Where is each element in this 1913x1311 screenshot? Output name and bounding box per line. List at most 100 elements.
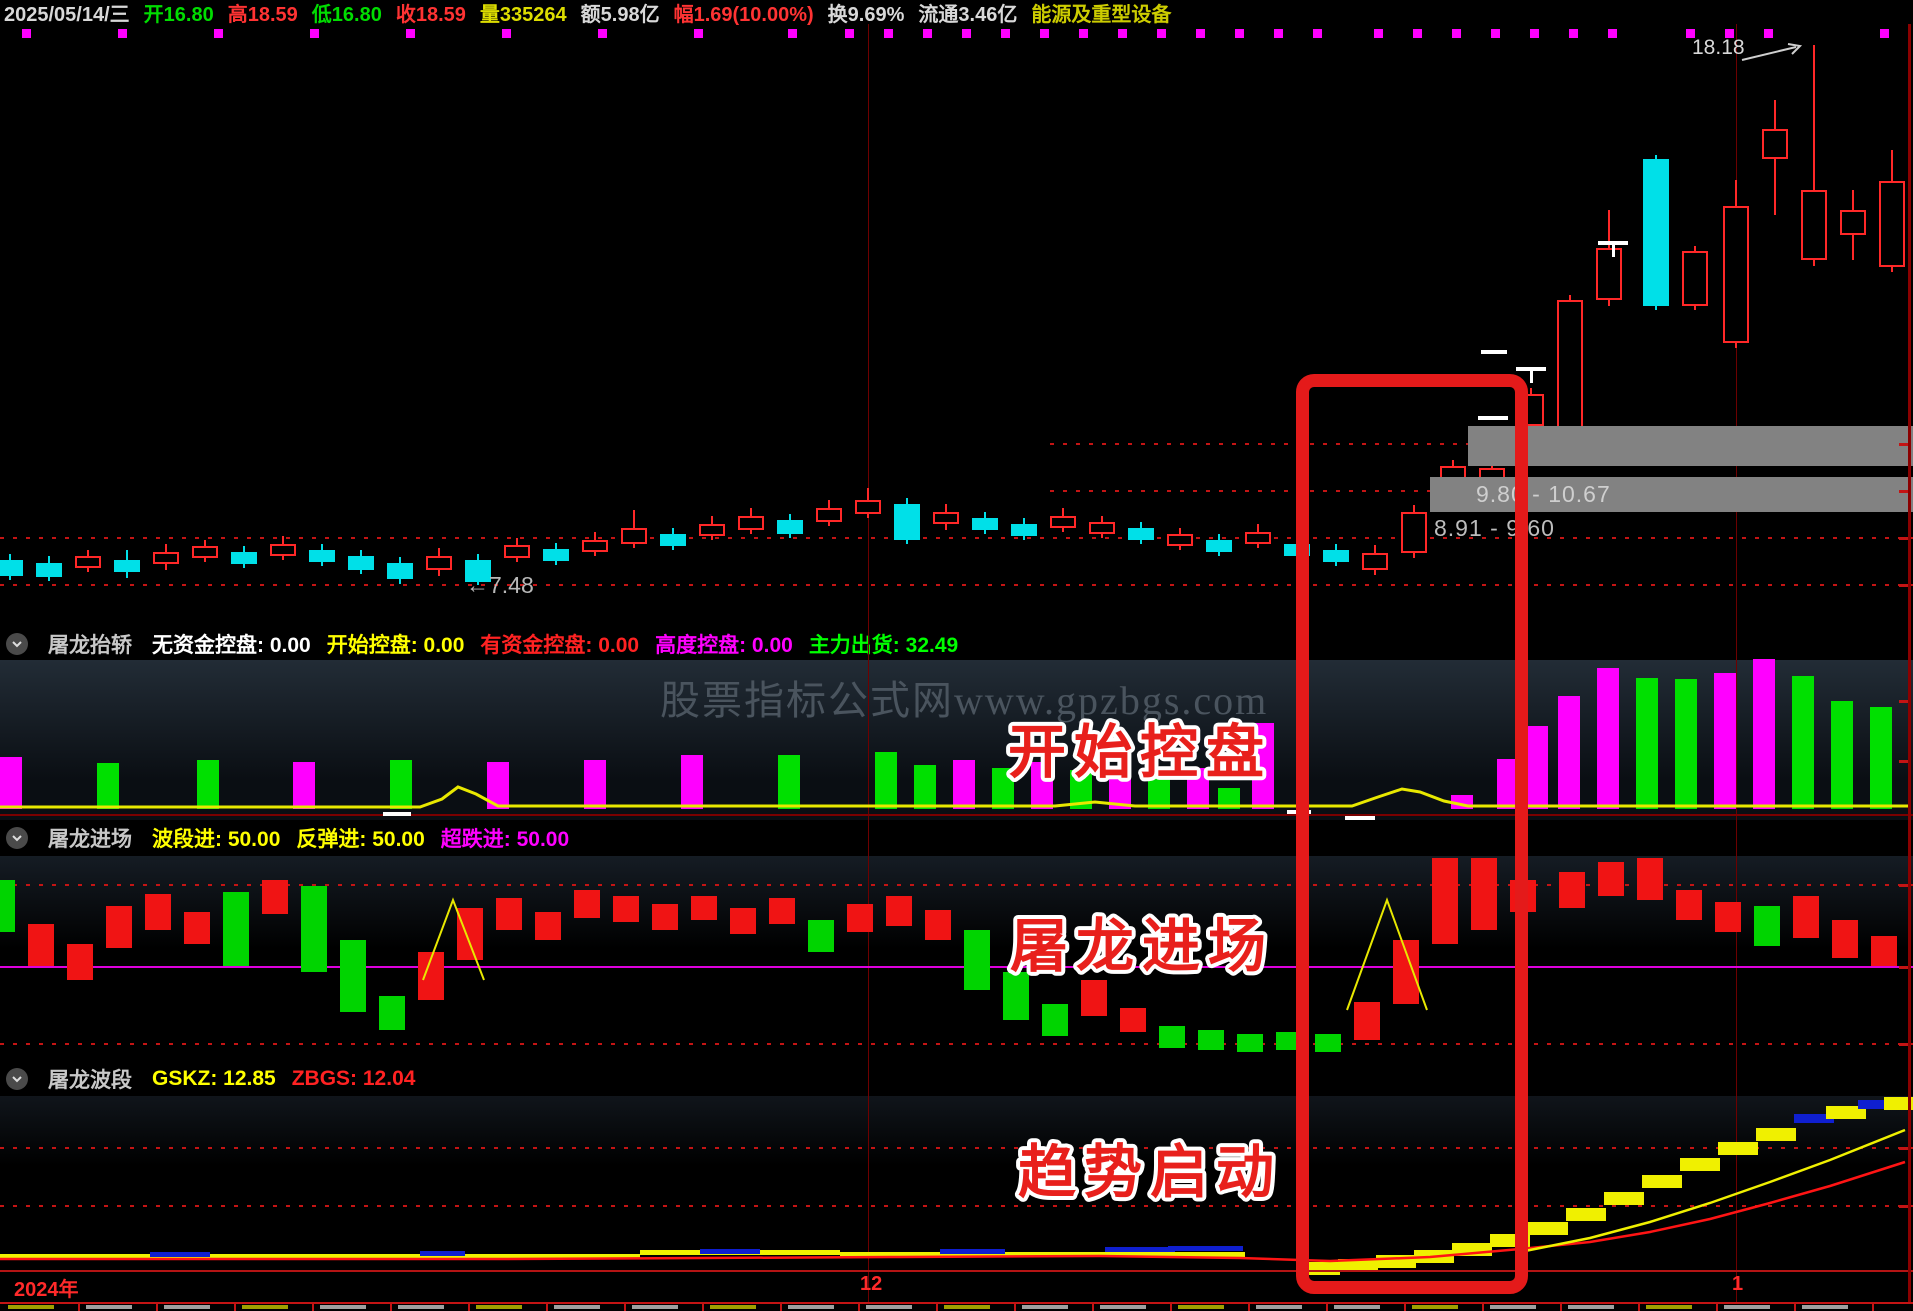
toolbar-cell-text-hint — [1490, 1305, 1536, 1309]
axis-tick — [1899, 1147, 1908, 1150]
gray-zone — [1468, 426, 1913, 466]
signal-dot — [1274, 29, 1283, 38]
taijiao-bar — [1675, 679, 1697, 809]
taijiao-dash — [1345, 816, 1375, 820]
signal-dot — [1569, 29, 1578, 38]
indicator-field: 主力出货: 32.49 — [808, 634, 959, 657]
candle-body — [75, 556, 101, 568]
candle-body — [738, 516, 764, 530]
taijiao-bar — [992, 768, 1014, 809]
candle-body — [426, 556, 452, 570]
toolbar-cell[interactable] — [312, 1304, 392, 1311]
toolbar-cell[interactable] — [1092, 1304, 1172, 1311]
signal-dot — [1686, 29, 1695, 38]
toolbar-cell[interactable] — [0, 1304, 80, 1311]
collapse-chevron-icon[interactable] — [6, 1068, 28, 1090]
candle-body — [270, 544, 296, 556]
toolbar-cell[interactable] — [936, 1304, 1016, 1311]
jinchang-bar — [1432, 858, 1458, 944]
taijiao-bar — [1187, 768, 1209, 809]
signal-dot — [1491, 29, 1500, 38]
month-gridline — [868, 24, 869, 1302]
taijiao-bar — [1031, 762, 1053, 809]
candle-body — [1801, 190, 1827, 260]
high-price-arrow — [1741, 46, 1797, 61]
signal-dot — [1157, 29, 1166, 38]
toolbar-cell[interactable] — [1014, 1304, 1094, 1311]
candle-body — [1362, 553, 1388, 570]
candle-body — [504, 545, 530, 558]
toolbar-cell[interactable] — [1794, 1304, 1874, 1311]
indicator-field: 有资金控盘: 0.00 — [480, 634, 640, 657]
dotted-gridline — [0, 1205, 1913, 1207]
jinchang-bar — [925, 910, 951, 940]
taijiao-bar — [197, 760, 219, 809]
signal-dot — [1608, 29, 1617, 38]
panel-header-jinchang: 屠龙进场 波段进: 50.00 反弹进: 50.00 超跌进: 50.00 — [0, 820, 1913, 858]
axis-tick — [1899, 700, 1908, 703]
toolbar-cell[interactable] — [858, 1304, 938, 1311]
collapse-chevron-icon[interactable] — [6, 827, 28, 849]
signal-dot — [923, 29, 932, 38]
toolbar-cell[interactable] — [1638, 1304, 1718, 1311]
toolbar-cell[interactable] — [390, 1304, 470, 1311]
jinchang-bar — [847, 904, 873, 932]
toolbar-cell[interactable] — [1716, 1304, 1796, 1311]
taijiao-bar — [584, 760, 606, 809]
jinchang-bar — [379, 996, 405, 1030]
panel-fields: GSKZ: 12.85 ZBGS: 12.04 — [152, 1067, 431, 1091]
candle-body — [153, 552, 179, 564]
jinchang-bar — [418, 952, 444, 1000]
toolbar-cell[interactable] — [1248, 1304, 1328, 1311]
toolbar-cell[interactable] — [1404, 1304, 1484, 1311]
boduan-blue-dash — [150, 1252, 210, 1257]
signal-dot — [1374, 29, 1383, 38]
taijiao-bar — [1792, 676, 1814, 809]
taijiao-bar — [1753, 659, 1775, 809]
signal-dot — [1196, 29, 1205, 38]
toolbar-cell[interactable] — [624, 1304, 704, 1311]
candle-body — [0, 560, 23, 576]
candle-body — [777, 520, 803, 534]
quote-field: 流通3.46亿 — [918, 3, 1018, 26]
toolbar-cell[interactable] — [78, 1304, 158, 1311]
indicator-field: 超跌进: 50.00 — [440, 828, 570, 851]
toolbar-cell-text-hint — [1334, 1305, 1380, 1309]
toolbar-cell-text-hint — [1100, 1305, 1146, 1309]
toolbar-cell[interactable] — [702, 1304, 782, 1311]
signal-dot — [884, 29, 893, 38]
jinchang-bar — [769, 898, 795, 924]
jinchang-bar — [145, 894, 171, 930]
toolbar-cell-text-hint — [788, 1305, 834, 1309]
collapse-chevron-icon[interactable] — [6, 633, 28, 655]
toolbar-cell[interactable] — [1560, 1304, 1640, 1311]
signal-dot — [1530, 29, 1539, 38]
toolbar-cell[interactable] — [1170, 1304, 1250, 1311]
toolbar-cell[interactable] — [468, 1304, 548, 1311]
toolbar-cell[interactable] — [780, 1304, 860, 1311]
toolbar-cell-text-hint — [476, 1305, 522, 1309]
jinchang-bar — [0, 880, 15, 932]
boduan-blue-dash — [1105, 1247, 1175, 1252]
jinchang-bar — [691, 896, 717, 920]
quote-field: 额5.98亿 — [580, 3, 660, 26]
indicator-field: 波段进: 50.00 — [152, 828, 281, 851]
jinchang-zero-line — [0, 966, 1913, 968]
toolbar-cell[interactable] — [234, 1304, 314, 1311]
toolbar-cell[interactable] — [156, 1304, 236, 1311]
candle-body — [621, 528, 647, 544]
jinchang-bar — [1871, 936, 1897, 966]
toolbar-cell[interactable] — [1326, 1304, 1406, 1311]
taijiao-bar — [953, 760, 975, 809]
boduan-flat-yellow — [0, 1254, 640, 1259]
taijiao-bar — [390, 760, 412, 809]
toolbar-cell[interactable] — [1482, 1304, 1562, 1311]
signal-dot — [962, 29, 971, 38]
toolbar-cell[interactable] — [546, 1304, 626, 1311]
boduan-step — [1826, 1106, 1866, 1119]
axis-tick — [1899, 966, 1908, 969]
candle-body — [699, 524, 725, 536]
doji-dash — [1516, 367, 1546, 371]
boduan-blue-dash — [420, 1251, 465, 1256]
